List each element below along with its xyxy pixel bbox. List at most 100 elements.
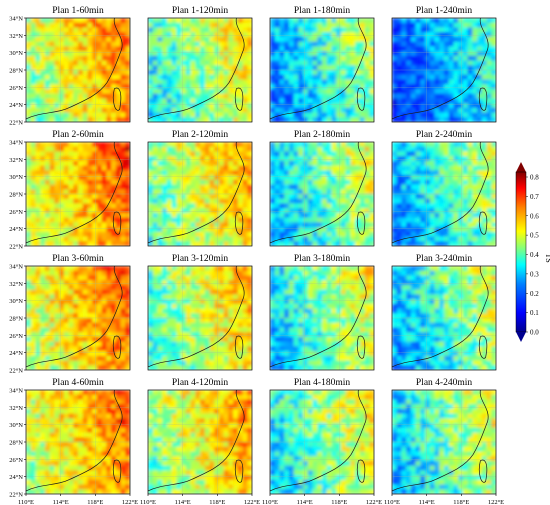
map-panel: Plan 4-180min 110°E 114°E 118°E 122°E (262, 378, 382, 505)
lon-tick-label: 118°E (87, 499, 103, 505)
colorbar-tick-label: 0.3 (530, 270, 539, 278)
colorbar-tick-label: 0.6 (530, 212, 539, 220)
taiwan-outline (112, 211, 122, 235)
lon-tick-label: 110°E (18, 499, 34, 505)
ts-heatmap (26, 390, 130, 494)
lat-tick-label: 28°N (9, 440, 23, 447)
lat-tick-label: 26°N (9, 333, 23, 340)
panel-title: Plan 1-60min (52, 6, 104, 16)
lon-tick-label: 118°E (331, 499, 347, 505)
taiwan-outline (478, 211, 488, 235)
ts-heatmap (392, 390, 496, 494)
lat-tick-label: 22°N (9, 368, 23, 375)
lon-tick-label: 110°E (262, 499, 278, 505)
lat-tick-label: 34°N (9, 140, 23, 147)
taiwan-outline (478, 459, 488, 483)
lat-tick-label: 34°N (9, 16, 23, 23)
ts-heatmap (26, 266, 130, 370)
lat-tick-label: 26°N (9, 209, 23, 216)
taiwan-outline (478, 335, 488, 359)
panel-title: Plan 3-120min (172, 254, 228, 264)
panel-frame (269, 265, 375, 371)
panel-title: Plan 1-240min (416, 6, 472, 16)
map-panel: Plan 2-180min (269, 130, 375, 247)
panel-title: Plan 4-240min (416, 378, 472, 388)
coastline (269, 265, 367, 368)
lat-tick-label: 34°N (9, 388, 23, 395)
panel-frame (147, 141, 253, 247)
panel-frame (391, 389, 497, 495)
panel-title: Plan 4-180min (294, 378, 350, 388)
coastline (269, 141, 367, 244)
lat-tick-label: 28°N (9, 68, 23, 75)
panel-title: Plan 2-120min (172, 130, 228, 140)
taiwan-outline (234, 459, 244, 483)
taiwan-outline (112, 87, 122, 111)
lon-tick-label: 110°E (384, 499, 400, 505)
lon-tick-label: 122°E (366, 499, 382, 505)
lon-tick-label: 122°E (122, 499, 138, 505)
panel-frame (147, 389, 253, 495)
coastline (25, 17, 123, 120)
colorbar-tick-label: 0.5 (530, 232, 539, 240)
lat-tick-label: 24°N (9, 350, 23, 357)
map-panel: Plan 3-180min (269, 254, 375, 371)
lat-tick-label: 30°N (9, 50, 23, 57)
panel-frame (391, 17, 497, 123)
taiwan-outline (356, 459, 366, 483)
panel-title: Plan 1-180min (294, 6, 350, 16)
lat-tick-label: 28°N (9, 192, 23, 199)
lon-tick-label: 114°E (297, 499, 313, 505)
panel-title: Plan 4-60min (52, 378, 104, 388)
panel-title: Plan 2-60min (52, 130, 104, 140)
taiwan-outline (356, 87, 366, 111)
lat-tick-label: 24°N (9, 226, 23, 233)
ts-heatmap (270, 390, 374, 494)
colorbar-tick-label: 0.1 (530, 309, 539, 317)
lat-tick-label: 30°N (9, 174, 23, 181)
panel-frame (147, 265, 253, 371)
colorbar-max-arrow (516, 162, 526, 172)
lon-tick-label: 118°E (453, 499, 469, 505)
lat-tick-label: 30°N (9, 422, 23, 429)
ts-heatmap (392, 142, 496, 246)
coastline (25, 141, 123, 244)
ts-heatmap (270, 142, 374, 246)
lat-tick-label: 26°N (9, 85, 23, 92)
taiwan-outline (356, 335, 366, 359)
lat-tick-label: 24°N (9, 474, 23, 481)
map-panel: Plan 2-120min (147, 130, 253, 247)
ts-heatmap (270, 18, 374, 122)
lat-tick-label: 22°N (9, 492, 23, 499)
lat-tick-label: 26°N (9, 457, 23, 464)
panel-grid: Plan 1-60min 34°N 32°N 30°N 28°N 26°N 24°N 22°N… (9, 6, 504, 505)
coastline (147, 389, 245, 492)
taiwan-outline (112, 459, 122, 483)
lat-tick-label: 32°N (9, 33, 23, 40)
map-panel: Plan 1-180min (269, 6, 375, 123)
colorbar-tick-label: 0.7 (530, 193, 539, 201)
panel-frame (391, 265, 497, 371)
coastline (391, 17, 489, 120)
panel-frame (147, 17, 253, 123)
lat-tick-label: 32°N (9, 281, 23, 288)
colorbar-tick-label: 0.2 (530, 290, 539, 298)
coastline (147, 141, 245, 244)
map-panel: Plan 3-240min (391, 254, 497, 371)
lon-tick-label: 114°E (53, 499, 69, 505)
map-panel: Plan 4-120min 110°E 114°E 118°E 122°E (140, 378, 260, 505)
colorbar-tick-label: 0.4 (530, 251, 539, 259)
lon-tick-label: 118°E (209, 499, 225, 505)
panel-frame (391, 141, 497, 247)
coastline (391, 389, 489, 492)
ts-heatmap (270, 266, 374, 370)
coastline (25, 265, 123, 368)
map-panel: Plan 2-240min (391, 130, 497, 247)
panel-frame (269, 389, 375, 495)
taiwan-outline (478, 87, 488, 111)
map-panel: Plan 3-120min (147, 254, 253, 371)
taiwan-outline (112, 335, 122, 359)
lat-tick-label: 32°N (9, 405, 23, 412)
map-panel: Plan 1-60min 34°N 32°N 30°N 28°N 26°N 24°N 22°N (9, 6, 131, 127)
